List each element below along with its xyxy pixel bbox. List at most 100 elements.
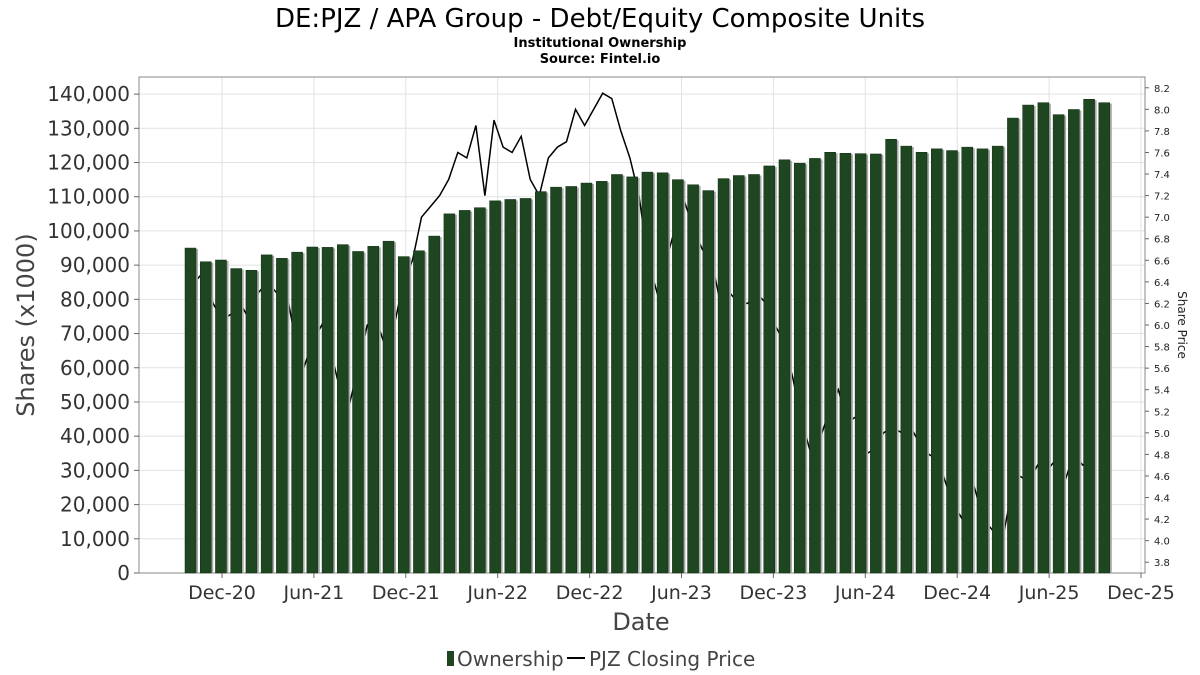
y2-tick-label: 5.4 [1154, 386, 1170, 397]
ownership-bar [565, 186, 577, 574]
y2-tick-label: 5.6 [1154, 364, 1170, 375]
y-tick-label: 70,000 [60, 322, 130, 346]
ownership-bar [748, 174, 760, 574]
y2-axis-ticks: 3.8 4.0 4.2 4.4 4.6 4.8 5.0 5.2 5.4 5.6 5.8 6.0 6.2 6… [1145, 84, 1170, 569]
y-tick-label: 60,000 [60, 356, 130, 380]
x-tick-label: Jun-23 [650, 582, 712, 604]
ownership-bar [382, 240, 395, 574]
y2-tick-label: 6.0 [1154, 321, 1170, 332]
ownership-bar [702, 190, 715, 574]
ownership-bars [184, 98, 1112, 574]
ownership-bar [245, 270, 258, 574]
ownership-bar [1068, 109, 1080, 574]
ownership-bar [793, 162, 806, 574]
ownership-bar [1098, 102, 1111, 574]
ownership-bar [397, 256, 410, 574]
ownership-bar [550, 186, 562, 574]
ownership-bar [519, 198, 532, 574]
y-axis-label: Shares (x1000) [12, 233, 40, 416]
ownership-bar [260, 254, 273, 574]
y2-tick-label: 7.0 [1154, 213, 1170, 224]
y-axis-ticks: 0 10,000 20,000 30,000 40,000 50,000 60,000 70,… [47, 82, 139, 585]
x-tick-label: Jun-21 [283, 582, 345, 604]
y2-tick-label: 7.6 [1154, 148, 1170, 159]
ownership-bar [717, 178, 730, 574]
ownership-bar [991, 145, 1004, 574]
y-tick-label: 140,000 [47, 82, 130, 106]
ownership-bar [931, 148, 943, 574]
ownership-bar [854, 153, 867, 574]
legend-ownership-label: Ownership [457, 647, 564, 671]
y-tick-label: 50,000 [60, 390, 130, 414]
y-tick-label: 100,000 [47, 219, 130, 243]
y-tick-label: 10,000 [60, 527, 130, 551]
y-tick-label: 90,000 [60, 253, 130, 277]
legend: Ownership PJZ Closing Price [447, 647, 755, 671]
ownership-bar [443, 213, 456, 574]
ownership-bar [885, 139, 897, 574]
y2-tick-label: 3.8 [1154, 558, 1170, 569]
y-tick-label: 110,000 [47, 185, 130, 209]
legend-ownership-swatch [447, 651, 454, 666]
x-tick-label: Jun-22 [466, 582, 528, 604]
ownership-bar [687, 184, 699, 574]
y2-tick-label: 6.6 [1154, 256, 1170, 267]
y2-tick-label: 7.8 [1154, 127, 1170, 138]
y2-tick-label: 6.8 [1154, 235, 1170, 246]
ownership-bar [641, 171, 654, 574]
y2-tick-label: 4.0 [1154, 537, 1170, 548]
y2-tick-label: 8.2 [1154, 84, 1170, 95]
x-tick-label: Dec-25 [1107, 582, 1175, 604]
y2-tick-label: 8.0 [1154, 105, 1170, 116]
ownership-bar [352, 251, 364, 574]
ownership-bar [1037, 102, 1050, 574]
ownership-bar [230, 268, 242, 574]
ownership-bar [763, 165, 775, 574]
ownership-bar [1083, 98, 1095, 574]
ownership-bar [504, 199, 517, 574]
ownership-bar [199, 261, 212, 574]
x-tick-label: Dec-21 [372, 582, 440, 604]
ownership-bar [535, 191, 547, 574]
ownership-bar [915, 152, 928, 574]
y-tick-label: 130,000 [47, 116, 130, 140]
x-axis-ticks: Dec-20 Jun-21 Dec-21 Jun-22 Dec-22 Jun-23 Dec-… [188, 573, 1175, 604]
ownership-bar [458, 210, 471, 574]
x-tick-label: Jun-24 [834, 582, 896, 604]
ownership-bar [1052, 114, 1065, 574]
ownership-bar [870, 153, 882, 574]
ownership-bar [489, 200, 501, 574]
x-tick-label: Dec-24 [923, 582, 991, 604]
ownership-bar [809, 158, 821, 574]
y-tick-label: 80,000 [60, 287, 130, 311]
ownership-bar [672, 179, 684, 574]
ownership-bar [733, 175, 745, 574]
x-tick-label: Jun-25 [1018, 582, 1080, 604]
x-axis-label: Date [612, 608, 669, 636]
ownership-bar [946, 150, 958, 574]
x-tick-label: Dec-20 [188, 582, 256, 604]
ownership-bar [626, 176, 638, 574]
ownership-bar [824, 152, 836, 574]
ownership-bar [656, 172, 669, 574]
x-tick-label: Dec-22 [556, 582, 624, 604]
chart-title: DE:PJZ / APA Group - Debt/Equity Composi… [275, 4, 925, 34]
ownership-bar [1022, 104, 1034, 574]
ownership-bar [428, 235, 440, 574]
y2-tick-label: 7.2 [1154, 192, 1170, 203]
ownership-bar [611, 174, 623, 574]
ownership-bar [839, 153, 852, 574]
chart-subtitle: Institutional Ownership [514, 36, 687, 51]
ownership-bar [976, 148, 989, 574]
ownership-bar [900, 145, 913, 574]
x-tick-label: Dec-23 [739, 582, 807, 604]
y2-tick-label: 6.4 [1154, 278, 1170, 289]
y2-axis-label: Share Price [1175, 291, 1189, 359]
ownership-bar [778, 159, 791, 574]
ownership-bar [321, 247, 334, 574]
ownership-bar [961, 146, 973, 574]
ownership-bar [337, 244, 349, 574]
y2-tick-label: 5.0 [1154, 429, 1170, 440]
y2-tick-label: 4.4 [1154, 494, 1170, 505]
